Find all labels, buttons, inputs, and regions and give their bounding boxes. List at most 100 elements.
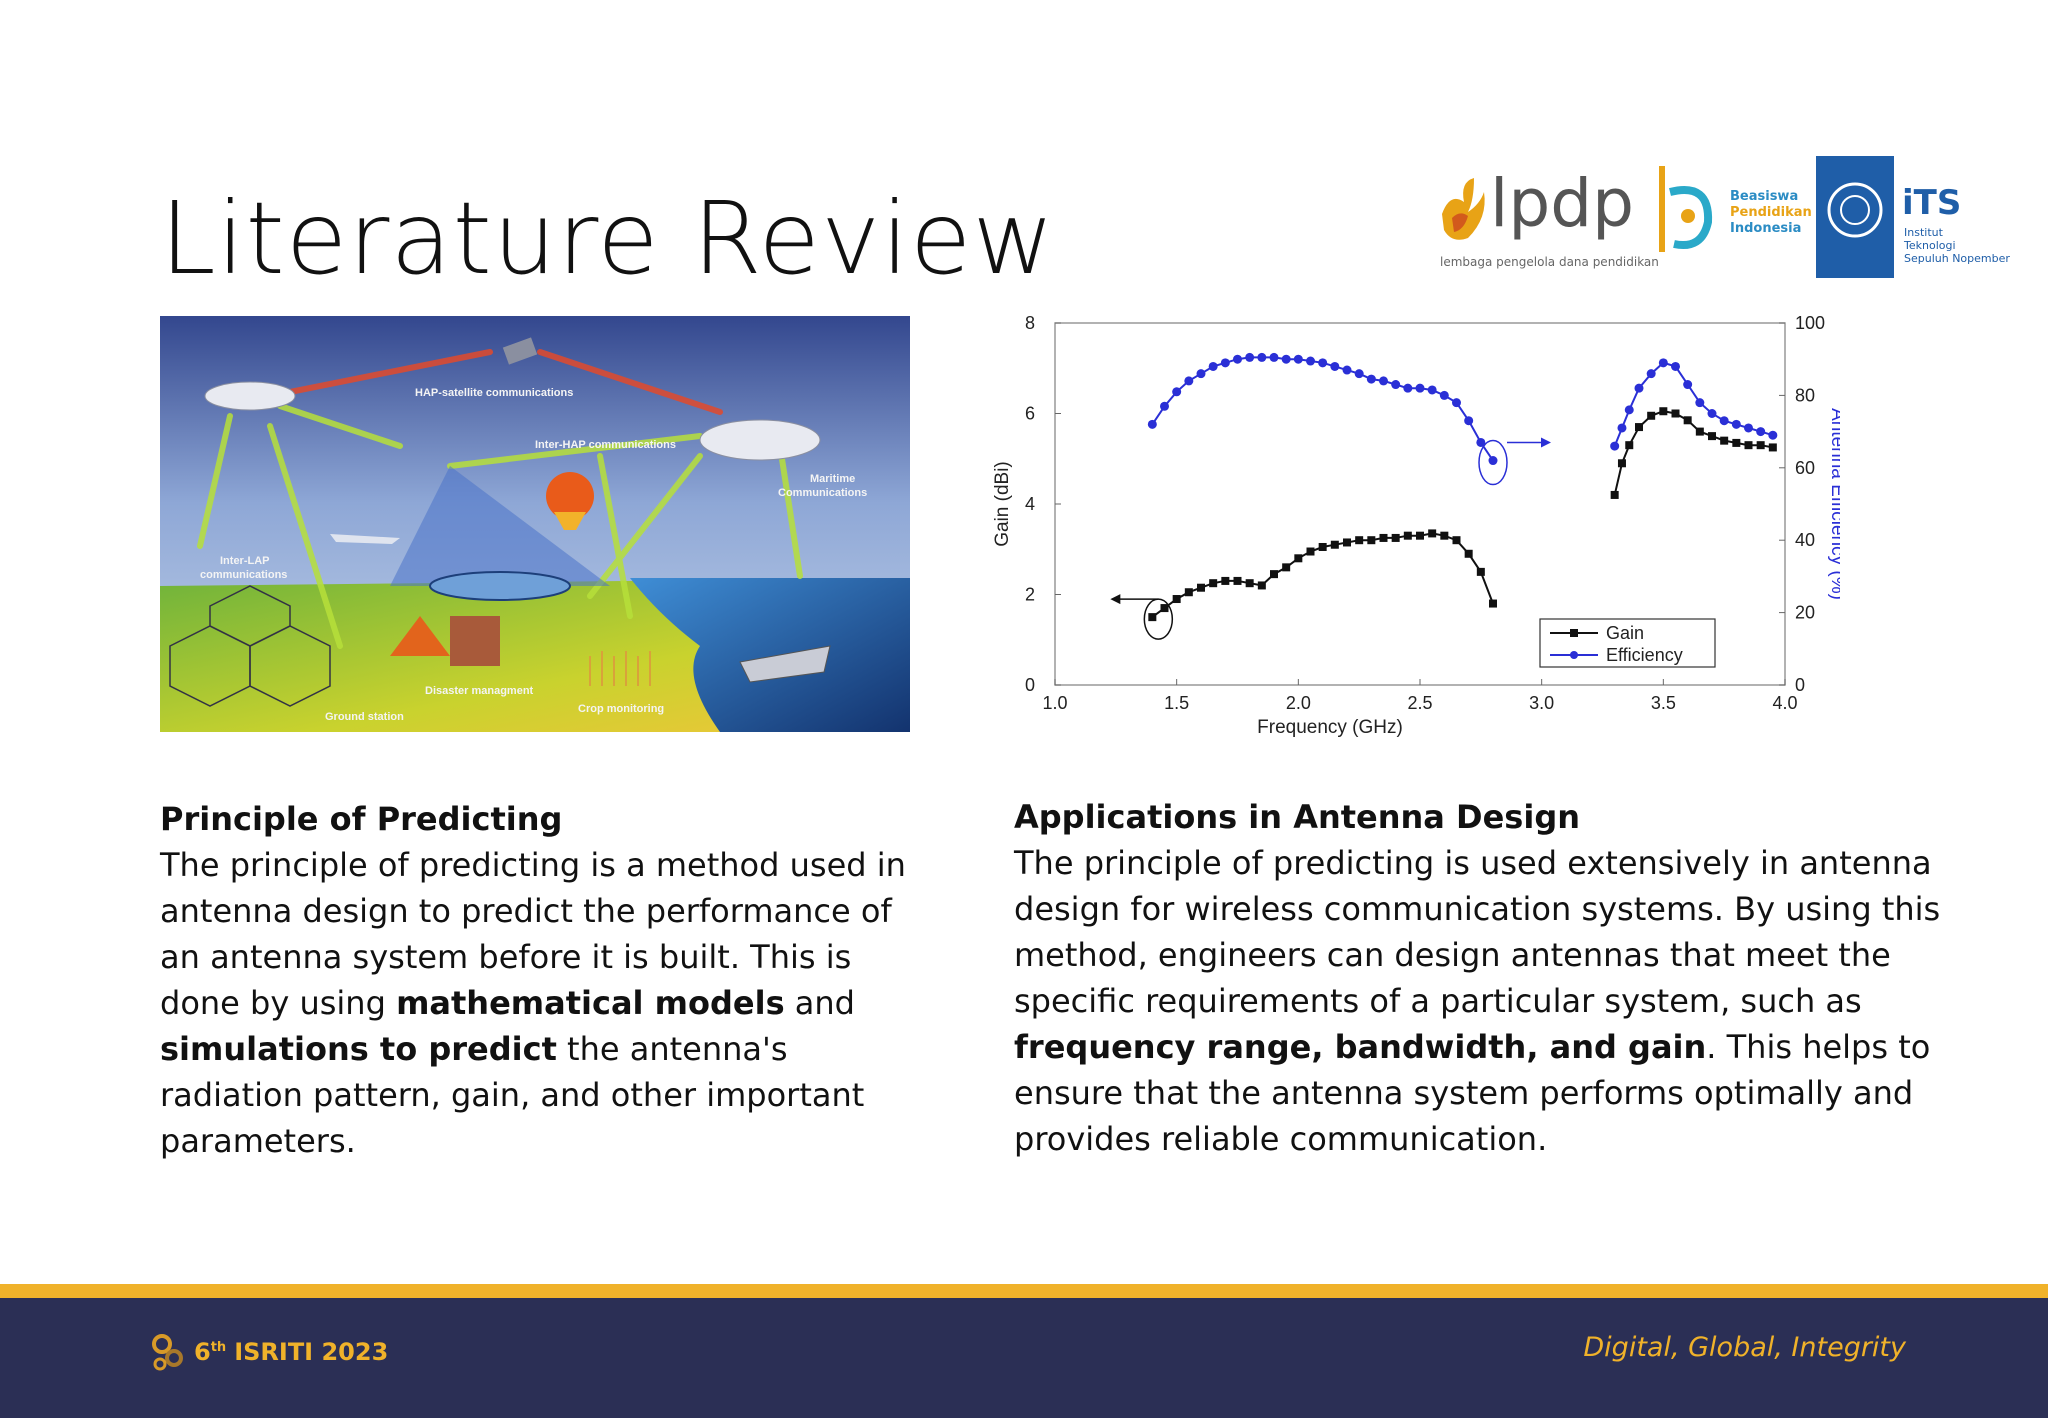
x-tick-label: 1.0	[1042, 693, 1067, 713]
efficiency-point	[1233, 354, 1242, 364]
gain-efficiency-chart: 1.0 1.5 2.0 2.5 3.0 3.5 4.002468020406080100Fr…	[992, 313, 1840, 738]
gain-point	[1270, 570, 1278, 579]
y2-tick-label: 60	[1795, 458, 1815, 478]
efficiency-point	[1196, 369, 1206, 379]
lpdp-wordmark: lpdp	[1490, 165, 1634, 242]
principle-heading: Principle of Predicting	[160, 800, 563, 838]
gain-point	[1318, 542, 1327, 551]
legend-marker	[1570, 651, 1578, 659]
legend-marker	[1570, 629, 1578, 637]
efficiency-point	[1172, 387, 1182, 397]
y2-tick-label: 0	[1795, 675, 1805, 695]
x-tick-label: 2.5	[1407, 693, 1432, 713]
gain-point	[1416, 531, 1424, 540]
gain-point	[1355, 536, 1364, 545]
gain-point	[1671, 409, 1680, 418]
efficiency-point	[1719, 416, 1729, 426]
principle-text-1: The principle of predicting is a method …	[160, 846, 906, 1022]
efficiency-arrowhead	[1541, 437, 1551, 448]
gain-point	[1391, 533, 1400, 542]
gain-point	[1148, 613, 1157, 622]
label-maritime-1: Maritime	[810, 473, 855, 485]
efficiency-point	[1617, 423, 1627, 433]
x-tick-label: 3.5	[1651, 693, 1676, 713]
efficiency-point	[1354, 369, 1364, 379]
gain-point	[1160, 604, 1169, 613]
y2-tick-label: 100	[1795, 313, 1825, 333]
principle-text-2: and	[784, 984, 855, 1022]
efficiency-point	[1634, 383, 1644, 393]
legend-label: Gain	[1606, 623, 1644, 643]
gain-point	[1282, 563, 1291, 572]
principle-text-3: the antenna's radiation pattern, gain, a…	[160, 1030, 865, 1160]
gain-point	[1720, 436, 1729, 445]
gain-point	[1610, 490, 1619, 499]
legend-box	[1539, 618, 1716, 668]
gain-point	[1184, 588, 1193, 597]
efficiency-point	[1220, 358, 1230, 368]
y2-tick-label: 80	[1795, 385, 1815, 405]
gain-point	[1294, 554, 1303, 563]
gain-point	[1617, 459, 1626, 468]
gain-point	[1732, 438, 1741, 447]
principle-section: Principle of Predicting The principle of…	[160, 796, 920, 1164]
x-tick-label: 4.0	[1772, 693, 1797, 713]
lpdp-logo: lpdp lembaga pengelola dana pendidikan	[1440, 165, 1659, 269]
efficiency-point	[1403, 383, 1413, 393]
gain-point	[1257, 581, 1266, 590]
efficiency-point	[1281, 354, 1291, 364]
gain-point	[1489, 599, 1497, 608]
label-crop: Crop monitoring	[578, 703, 664, 715]
gain-point	[1476, 567, 1485, 576]
gain-point	[1172, 595, 1181, 604]
slide-title: Literature Review	[160, 180, 1056, 297]
principle-body: The principle of predicting is a method …	[160, 842, 920, 1164]
efficiency-point	[1744, 423, 1753, 433]
efficiency-point	[1624, 405, 1634, 415]
efficiency-point	[1160, 401, 1169, 411]
event-name: ISRITI 2023	[234, 1338, 389, 1366]
efficiency-point	[1318, 358, 1328, 368]
y-tick-label: 2	[1025, 585, 1035, 605]
gain-point	[1221, 576, 1230, 585]
its-logo: iTS Institut Teknologi Sepuluh Nopember	[1816, 156, 2010, 278]
efficiency-point	[1707, 409, 1717, 418]
y-tick-label: 4	[1025, 494, 1035, 514]
lpdp-subtitle: lembaga pengelola dana pendidikan	[1440, 255, 1659, 269]
efficiency-series-line	[1613, 361, 1774, 447]
efficiency-point	[1208, 361, 1218, 371]
gain-point	[1403, 531, 1412, 540]
x-axis-label: Frequency (GHz)	[1257, 717, 1403, 738]
y-axis-label: Gain (dBi)	[992, 461, 1013, 547]
y-tick-label: 0	[1025, 675, 1035, 695]
gain-point	[1683, 416, 1692, 425]
efficiency-point	[1439, 390, 1449, 400]
gain-point	[1635, 423, 1643, 432]
y2-tick-label: 20	[1795, 603, 1815, 623]
bpi-logo: Beasiswa Pendidikan Indonesia	[1659, 166, 1812, 252]
gain-point	[1768, 443, 1777, 452]
efficiency-point	[1366, 374, 1376, 384]
efficiency-point	[1671, 361, 1680, 371]
hap-lap-network-illustration: HAP-satellite communications Inter-HAP c…	[160, 316, 910, 732]
efficiency-point	[1269, 352, 1279, 362]
gain-point	[1330, 540, 1339, 549]
legend-label: Efficiency	[1606, 645, 1683, 665]
footer-tagline: Digital, Global, Integrity	[1583, 1332, 1906, 1363]
efficiency-point	[1306, 356, 1315, 366]
gain-point	[1306, 547, 1315, 556]
gain-arrowhead	[1110, 594, 1121, 605]
footer	[0, 1298, 2048, 1418]
principle-bold-1: mathematical models	[396, 984, 785, 1022]
gain-point	[1440, 531, 1449, 540]
efficiency-point	[1646, 369, 1656, 379]
gain-point	[1695, 427, 1704, 436]
label-hap-satellite: HAP-satellite communications	[415, 387, 573, 399]
gain-point	[1659, 407, 1668, 416]
label-inter-hap: Inter-HAP communications	[535, 439, 676, 451]
efficiency-point	[1330, 361, 1340, 371]
efficiency-point	[1257, 352, 1267, 362]
its-line1: Institut	[1904, 226, 1944, 239]
sponsor-logos: lpdp lembaga pengelola dana pendidikan B…	[1440, 156, 2010, 278]
principle-bold-2: simulations to predict	[160, 1030, 557, 1068]
